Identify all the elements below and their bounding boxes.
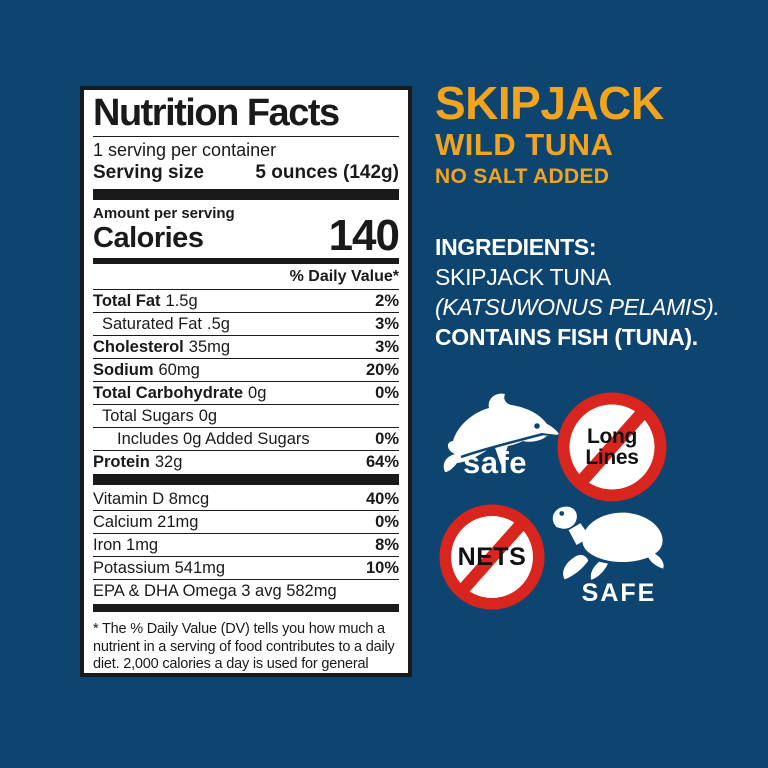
- nutrient-name: Calcium 21mg: [93, 512, 199, 531]
- nutrient-dv: 10%: [365, 558, 399, 577]
- no-long-lines-badge: Long Lines: [557, 392, 667, 502]
- serving-size-label: Serving size: [93, 162, 204, 183]
- nutrient-name: Vitamin D 8mcg: [93, 489, 210, 508]
- product-tagline: NO SALT ADDED: [435, 165, 610, 188]
- dolphin-icon: [443, 393, 559, 472]
- nutrient-row-protein: Protein 32g 64%: [93, 450, 399, 473]
- nutrient-amount: 1.5g: [165, 291, 198, 310]
- daily-value-header: % Daily Value*: [289, 268, 399, 285]
- nets-label: NETS: [457, 542, 527, 571]
- divider-end: [93, 604, 399, 612]
- ingredients-block: INGREDIENTS: SKIPJACK TUNA (KATSUWONUS P…: [435, 232, 745, 352]
- nutrient-dv: 3%: [375, 337, 399, 356]
- long-lines-line2: Lines: [585, 446, 639, 469]
- nutrient-name: EPA & DHA Omega 3 avg 582mg: [93, 581, 337, 600]
- calories-labels: Amount per serving Calories: [93, 205, 235, 254]
- serving-size-row: Serving size 5 ounces (142g): [93, 161, 399, 188]
- nutrient-row-added-sugars: Includes 0g Added Sugars 0%: [93, 427, 399, 450]
- servings-per-container: 1 serving per container: [93, 140, 277, 160]
- nutrient-name: Includes 0g Added Sugars: [117, 429, 310, 448]
- dolphin-safe-label: safe: [463, 445, 528, 480]
- nutrient-name: Total Carbohydrate: [93, 383, 244, 402]
- micronutrient-row-vitamin-d: Vitamin D 8mcg 40%: [93, 488, 399, 510]
- nutrient-row-saturated-fat: Saturated Fat .5g 3%: [93, 312, 399, 335]
- nutrient-name: Sodium: [93, 360, 154, 379]
- nutrient-dv: 2%: [375, 291, 399, 310]
- product-name: SKIPJACK: [435, 77, 664, 129]
- nutrient-name: Total Sugars: [102, 406, 194, 425]
- nutrient-row-cholesterol: Cholesterol 35mg 3%: [93, 335, 399, 358]
- nutrient-name: Protein: [93, 452, 150, 471]
- nutrient-row-total-fat: Total Fat 1.5g 2%: [93, 289, 399, 312]
- nutrient-dv: 0%: [375, 512, 399, 531]
- nutrient-dv: 8%: [375, 535, 399, 554]
- no-nets-badge: NETS: [439, 504, 545, 610]
- nutrient-dv: 0%: [375, 429, 399, 448]
- nutrient-name: Iron 1mg: [93, 535, 159, 554]
- nutrient-amount: 35mg: [188, 337, 231, 356]
- micronutrient-row-iron: Iron 1mg 8%: [93, 533, 399, 556]
- long-lines-line1: Long: [586, 424, 638, 448]
- turtle-safe-badge: SAFE: [545, 503, 673, 621]
- nutrient-dv: 20%: [365, 360, 399, 379]
- product-info-panel: SKIPJACK WILD TUNA NO SALT ADDED INGREDI…: [435, 80, 745, 352]
- nutrient-dv: 0%: [375, 383, 399, 402]
- nutrient-amount: .5g: [206, 314, 230, 333]
- nutrient-name: Total Fat: [93, 291, 161, 310]
- nutrient-amount: 0g: [248, 383, 267, 402]
- nutrient-row-total-carbohydrate: Total Carbohydrate 0g 0%: [93, 381, 399, 404]
- nutrient-dv: 40%: [365, 489, 399, 508]
- dolphin-safe-badge: safe: [437, 391, 559, 483]
- long-lines-label: Long Lines: [557, 392, 667, 502]
- nutrition-facts-label: Nutrition Facts 1 serving per container …: [80, 86, 412, 677]
- turtle-safe-label: SAFE: [581, 579, 657, 607]
- nutrient-amount: 60mg: [158, 360, 200, 379]
- calories-label: Calories: [93, 222, 204, 254]
- nutrient-row-sodium: Sodium 60mg 20%: [93, 358, 399, 381]
- ingredients-line: SKIPJACK TUNA: [435, 264, 611, 290]
- nutrition-facts-title: Nutrition Facts: [93, 93, 399, 137]
- ingredients-species: (KATSUWONUS PELAMIS).: [435, 294, 720, 320]
- nutrient-name: Saturated Fat: [102, 314, 202, 333]
- nutrient-amount: 32g: [154, 452, 183, 471]
- prohibition-icon: [439, 504, 545, 610]
- turtle-icon: [552, 506, 664, 580]
- micronutrient-row-potassium: Potassium 541mg 10%: [93, 556, 399, 579]
- calories-block: Amount per serving Calories 140: [93, 203, 400, 260]
- product-subtitle: WILD TUNA: [435, 127, 614, 162]
- daily-value-footnote: * The % Daily Value (DV) tells you how m…: [93, 621, 395, 672]
- ingredients-heading: INGREDIENTS:: [435, 234, 597, 260]
- nutrient-amount: 0g: [198, 406, 218, 425]
- nutrient-name: Cholesterol: [93, 337, 184, 356]
- divider-thick: [93, 474, 399, 485]
- allergen-statement: CONTAINS FISH (TUNA).: [435, 324, 698, 350]
- divider-thick: [93, 189, 399, 200]
- micronutrient-row-calcium: Calcium 21mg 0%: [93, 510, 399, 533]
- calories-value: 140: [328, 211, 400, 260]
- nutrient-dv: 3%: [375, 314, 399, 333]
- micronutrient-row-omega3: EPA & DHA Omega 3 avg 582mg: [93, 579, 399, 602]
- nutrient-name: Potassium 541mg: [93, 558, 226, 577]
- serving-size-value: 5 ounces (142g): [255, 162, 399, 183]
- divider-medium: [93, 258, 399, 264]
- nutrient-dv: 64%: [365, 452, 399, 471]
- nutrient-row-total-sugars: Total Sugars 0g: [93, 404, 399, 427]
- prohibition-icon: [557, 392, 667, 502]
- amount-per-serving-label: Amount per serving: [93, 205, 235, 222]
